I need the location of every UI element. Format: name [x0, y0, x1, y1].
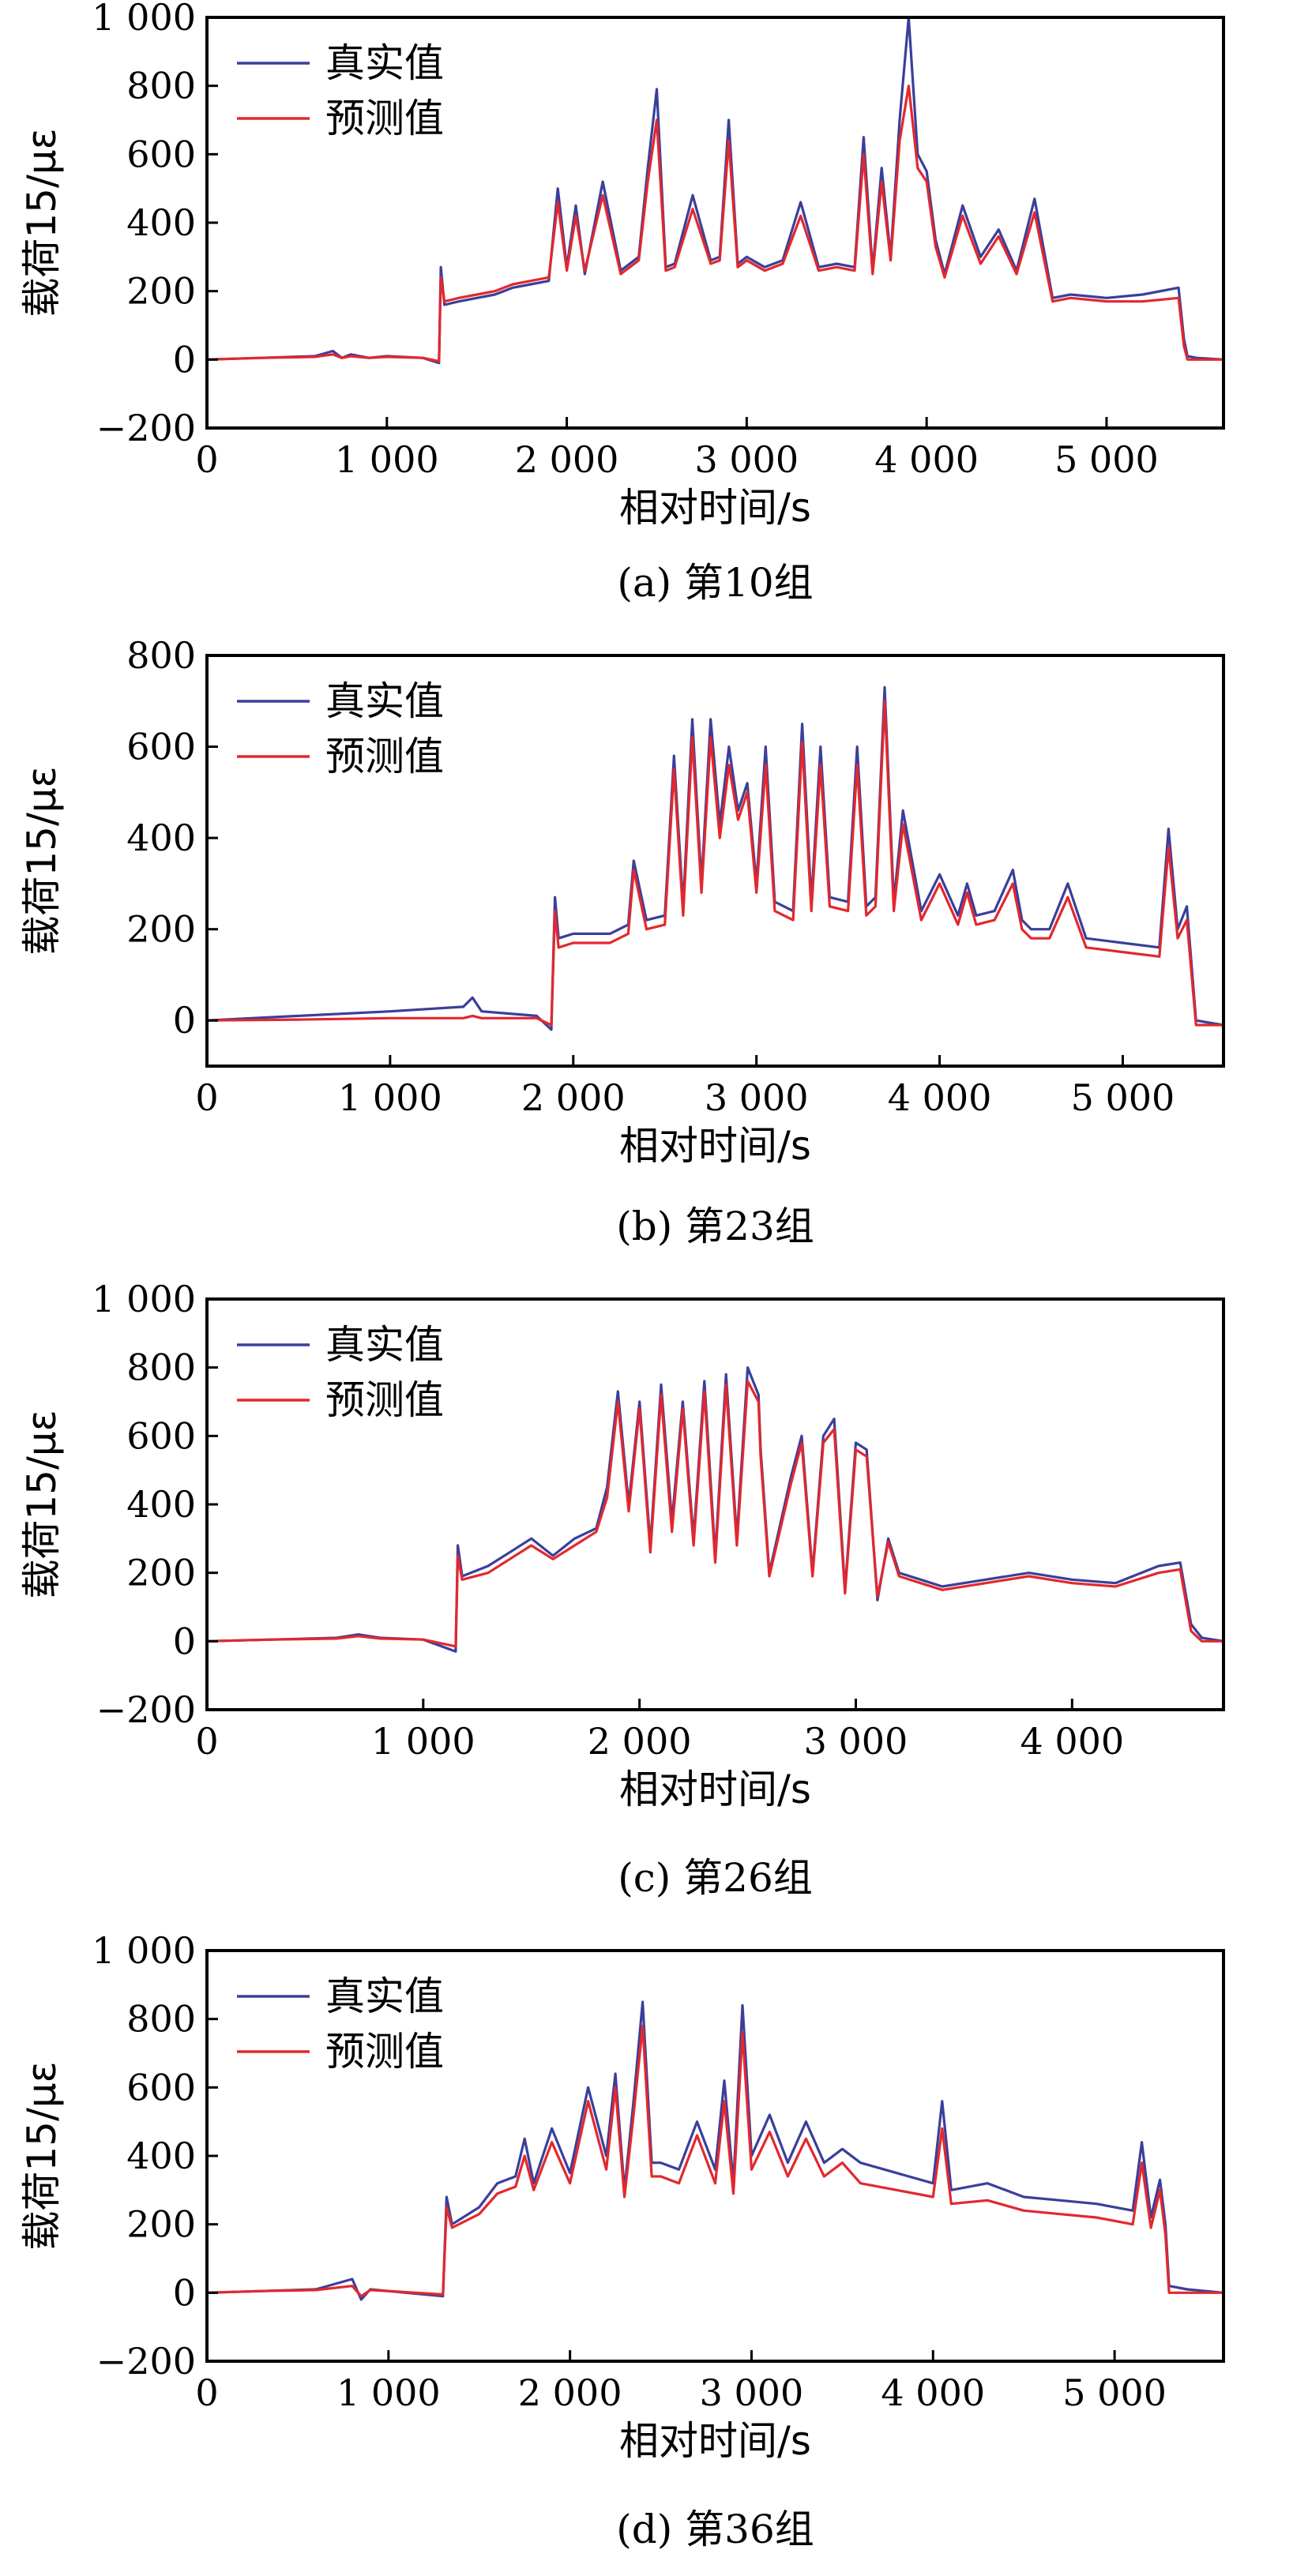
- y-tick-label: 0: [173, 1620, 196, 1662]
- y-tick-label: 800: [126, 1998, 196, 2041]
- y-tick-label: 0: [173, 338, 196, 381]
- panel-caption: (a) 第10组: [617, 560, 813, 606]
- x-tick-label: 5 000: [1062, 2371, 1167, 2414]
- y-axis-title: 载荷15/με: [19, 1410, 65, 1598]
- y-tick-label: 400: [126, 2135, 196, 2177]
- x-axis-title: 相对时间/s: [619, 1767, 811, 1812]
- legend-label: 真实值: [325, 40, 444, 86]
- x-tick-label: 4 000: [1020, 1720, 1124, 1763]
- x-tick-label: 1 000: [335, 438, 439, 481]
- y-tick-label: 400: [126, 817, 196, 859]
- legend-label: 预测值: [325, 96, 444, 141]
- y-tick-label: 800: [126, 634, 196, 677]
- legend-label: 预测值: [325, 734, 444, 779]
- y-tick-label: 600: [126, 133, 196, 175]
- x-tick-label: 2 000: [515, 438, 619, 481]
- x-tick-label: 3 000: [695, 438, 799, 481]
- series-line-actual: [207, 685, 1223, 1031]
- panel-caption: (b) 第23组: [616, 1204, 814, 1249]
- x-tick-label: 4 000: [888, 1076, 992, 1119]
- y-tick-label: 800: [126, 65, 196, 107]
- legend-label: 预测值: [325, 1377, 444, 1423]
- series-line-predicted: [207, 2024, 1223, 2298]
- y-tick-label: 400: [126, 1483, 196, 1526]
- y-tick-label: 0: [173, 999, 196, 1042]
- x-tick-label: 3 000: [700, 2371, 804, 2414]
- x-tick-label: 0: [195, 2371, 218, 2414]
- y-tick-label: 200: [126, 1552, 196, 1594]
- x-tick-label: 3 000: [804, 1720, 908, 1763]
- x-tick-label: 1 000: [336, 2371, 441, 2414]
- x-tick-label: 1 000: [338, 1076, 442, 1119]
- series-line-predicted: [207, 1380, 1223, 1648]
- legend-label: 预测值: [325, 2029, 444, 2075]
- y-axis-title: 载荷15/με: [19, 128, 65, 317]
- y-tick-label: 600: [126, 1414, 196, 1457]
- y-tick-label: 200: [126, 270, 196, 313]
- x-tick-label: 2 000: [588, 1720, 692, 1763]
- y-tick-label: −200: [96, 1688, 196, 1731]
- x-tick-label: 3 000: [705, 1076, 809, 1119]
- x-axis-title: 相对时间/s: [619, 485, 811, 531]
- x-tick-label: 4 000: [874, 438, 979, 481]
- plot-frame: [205, 654, 1225, 1068]
- x-axis-title: 相对时间/s: [619, 1123, 811, 1169]
- x-tick-label: 0: [195, 1076, 218, 1119]
- y-tick-label: 400: [126, 201, 196, 244]
- y-tick-label: −200: [96, 407, 196, 449]
- panel-caption: (d) 第36组: [616, 2507, 814, 2552]
- legend-label: 真实值: [325, 1973, 444, 2019]
- y-tick-label: 0: [173, 2271, 196, 2314]
- y-tick-label: 1 000: [92, 0, 196, 39]
- y-tick-label: 600: [126, 2066, 196, 2108]
- y-tick-label: 200: [126, 2203, 196, 2246]
- chart-panel-b: 0 1 000 2 000 3 000 4 000 5 000 0 200 400 600 800 相…: [19, 634, 1225, 1249]
- y-tick-label: 800: [126, 1346, 196, 1389]
- x-axis-title: 相对时间/s: [619, 2418, 811, 2464]
- y-axis-title: 载荷15/με: [19, 766, 65, 955]
- x-tick-label: 5 000: [1054, 438, 1159, 481]
- series-line-predicted: [207, 700, 1223, 1027]
- y-tick-label: −200: [96, 2340, 196, 2383]
- x-tick-label: 0: [195, 438, 218, 481]
- y-axis-title: 载荷15/με: [19, 2061, 65, 2250]
- x-tick-label: 2 000: [518, 2371, 622, 2414]
- y-tick-label: 600: [126, 726, 196, 768]
- y-tick-label: 1 000: [92, 1929, 196, 1972]
- y-tick-label: 1 000: [92, 1278, 196, 1320]
- x-tick-label: 4 000: [881, 2371, 985, 2414]
- series-line-predicted: [207, 84, 1223, 363]
- legend-label: 真实值: [325, 678, 444, 724]
- panel-caption: (c) 第26组: [618, 1855, 813, 1901]
- x-tick-label: 2 000: [521, 1076, 626, 1119]
- legend-label: 真实值: [325, 1322, 444, 1368]
- x-tick-label: 0: [195, 1720, 218, 1763]
- x-tick-label: 5 000: [1071, 1076, 1175, 1119]
- y-tick-label: 200: [126, 908, 196, 951]
- x-tick-label: 1 000: [371, 1720, 475, 1763]
